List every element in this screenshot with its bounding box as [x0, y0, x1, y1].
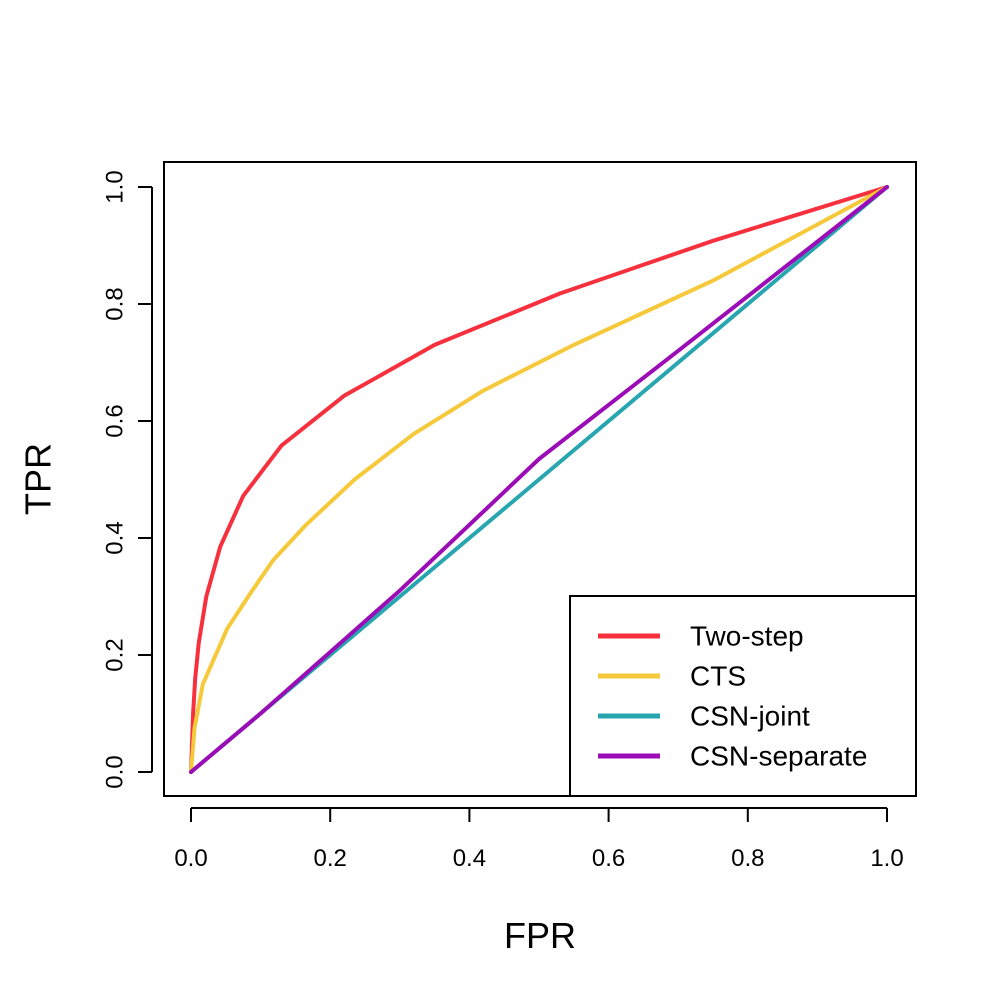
- y-tick-label: 0.6: [102, 404, 129, 437]
- y-tick-label: 0.0: [102, 755, 129, 788]
- legend: Two-step CTS CSN-joint CSN-separate: [569, 595, 917, 797]
- x-tick-label: 0.6: [592, 845, 625, 872]
- y-tick-label: 1.0: [102, 170, 129, 203]
- y-axis: 0.0 0.2 0.4 0.6 0.8 1.0: [102, 170, 153, 789]
- legend-box: [569, 595, 917, 797]
- legend-label: Two-step: [690, 621, 804, 652]
- y-tick-label: 0.4: [102, 521, 129, 554]
- series-line-cts: [189, 185, 889, 774]
- x-tick-label: 0.2: [314, 845, 347, 872]
- x-axis-title: FPR: [504, 915, 576, 956]
- y-tick-label: 0.2: [102, 638, 129, 671]
- x-tick-label: 0.4: [453, 845, 486, 872]
- x-tick-label: 0.0: [174, 845, 207, 872]
- series-line-two-step: [189, 185, 889, 774]
- plot-frame: [163, 161, 917, 797]
- x-tick-label: 1.0: [870, 845, 903, 872]
- y-axis-title: TPR: [18, 443, 59, 515]
- x-tick-label: 0.8: [731, 845, 764, 872]
- plot-area: [189, 185, 889, 774]
- legend-label: CSN-joint: [690, 701, 810, 732]
- legend-label: CSN-separate: [690, 741, 867, 772]
- x-axis: 0.0 0.2 0.4 0.6 0.8 1.0: [174, 807, 904, 872]
- series-line-csn-separate: [189, 185, 889, 774]
- y-tick-label: 0.8: [102, 287, 129, 320]
- legend-label: CTS: [690, 661, 746, 692]
